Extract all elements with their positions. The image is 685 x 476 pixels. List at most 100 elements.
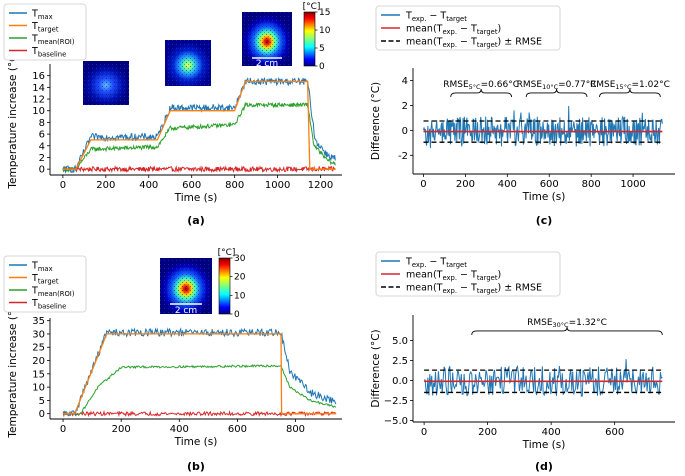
y-tick-label: 4 [39, 141, 45, 152]
colorbar-unit: [°C] [218, 248, 236, 258]
series-t-mean-roi- [63, 363, 337, 416]
y-tick-label: 2 [39, 153, 45, 164]
x-tick-label: 0 [60, 180, 66, 191]
y-axis-title: Temperature increase (°C) [7, 299, 19, 438]
series-difference [423, 105, 663, 149]
panel-b-thumbnails: 2 cm [160, 258, 212, 316]
legend-box [3, 255, 87, 313]
rmse-label: RMSE5°C=0.66°C [443, 80, 519, 91]
y-tick-label: 6 [39, 130, 45, 141]
rmse-label: RMSE15°C=1.02°C [590, 80, 670, 91]
panel-a-label: (a) [187, 214, 204, 227]
y-axis-title: Difference (°C) [370, 82, 382, 160]
x-tick-label: 600 [228, 424, 247, 435]
y-tick-label: 25 [32, 343, 45, 354]
x-tick-label: 1200 [308, 180, 333, 191]
colorbar-tick-label: 10 [234, 291, 246, 301]
rmse-bracket [525, 88, 588, 97]
rmse-bracket [599, 88, 661, 97]
series-difference [423, 359, 663, 397]
panel-a-colorbar: 0 5 10 15[°C] [303, 2, 331, 72]
x-axis-title: Time (s) [174, 192, 218, 204]
thumbnail-1-speckle [83, 61, 129, 105]
y-tick-label: 16 [32, 71, 45, 82]
colorbar-unit: [°C] [303, 2, 321, 12]
y-tick-label: 35 [32, 316, 45, 327]
panel-c-plot: 0 200 400 600 800 1000 -2 0 2 4 Time (s) Difference… [370, 68, 675, 203]
y-tick-label: 4 [402, 76, 408, 87]
x-tick-label: 600 [540, 179, 559, 190]
legend-box [375, 251, 561, 297]
y-tick-label: 10 [32, 383, 45, 394]
x-tick-label: 0 [421, 427, 427, 438]
x-tick-label: 400 [498, 179, 517, 190]
y-tick-label: −2.5 [384, 396, 408, 407]
thumbnail-2-speckle [165, 40, 211, 86]
y-tick-label: 8 [39, 118, 45, 129]
y-tick-label: -2 [398, 151, 408, 162]
x-tick-label: 200 [112, 424, 131, 435]
y-tick-label: 10 [32, 106, 45, 117]
series-t-baseline [62, 409, 337, 418]
panel-d-plot: 0 200 400 600 −5.0 −2.5 0.0 2.5 5.0 Time (s) Diffe… [370, 315, 675, 451]
x-axis-title: Time (s) [522, 439, 566, 451]
y-tick-label: 15 [32, 369, 45, 380]
series-t-baseline [62, 165, 336, 174]
colorbar-tick-label: 15 [319, 8, 330, 18]
thumbnail-3-speckle [242, 12, 292, 66]
y-axis-title: Difference (°C) [370, 329, 382, 407]
panel-c-label: (c) [536, 214, 553, 227]
x-tick-label: 200 [478, 427, 497, 438]
x-tick-label: 800 [582, 179, 601, 190]
y-tick-label: 2.5 [392, 356, 408, 367]
legend-label: Texp. − Ttarget [405, 11, 467, 24]
colorbar-gradient [303, 11, 316, 67]
legend-label: mean(Texp. − Ttarget) [406, 270, 501, 283]
x-tick-label: 600 [182, 180, 201, 191]
legend-label: Tmean(ROI) [31, 34, 75, 47]
x-tick-label: 1000 [265, 180, 290, 191]
y-tick-label: 5.0 [392, 336, 408, 347]
legend-label: Texp. − Ttarget [405, 257, 467, 270]
x-tick-label: 0 [60, 424, 66, 435]
rmse-bracket [450, 88, 512, 97]
scalebar-label: 2 cm [256, 59, 278, 69]
y-tick-label: 20 [32, 356, 45, 367]
panel-b-label: (b) [187, 460, 205, 473]
legend-label: mean(Texp. − Ttarget) [406, 24, 501, 37]
legend-label: mean(Texp. − Ttarget) ± RMSE [406, 283, 542, 296]
x-tick-label: 400 [139, 180, 158, 191]
colorbar-tick-label: 5 [319, 44, 325, 54]
legend-label: Tmax [31, 261, 53, 274]
series-t-mean-roi- [62, 101, 336, 173]
colorbar-tick-label: 30 [234, 254, 246, 264]
y-tick-label: 30 [32, 329, 45, 340]
rmse-label: RMSE10°C=0.77°C [517, 80, 597, 91]
series-t-max [62, 76, 336, 174]
panel-c: 0 200 400 600 800 1000 -2 0 2 4 Time (s) Difference… [370, 5, 675, 227]
x-tick-label: 1000 [620, 179, 645, 190]
panel-d: 0 200 400 600 −5.0 −2.5 0.0 2.5 5.0 Time (s) Diffe… [370, 251, 675, 473]
x-tick-label: 200 [456, 179, 475, 190]
x-tick-label: 800 [286, 424, 305, 435]
y-tick-label: 14 [32, 83, 45, 94]
x-tick-label: 200 [96, 180, 115, 191]
y-tick-label: 0.0 [392, 376, 408, 387]
y-tick-label: 2 [402, 101, 408, 112]
y-tick-label: 0 [39, 165, 45, 176]
y-axis-title: Temperature increase (°C) [7, 50, 19, 189]
x-axis-title: Time (s) [174, 436, 218, 448]
panel-b-colorbar: 0 10 20 30[°C] [218, 248, 246, 320]
x-axis-title: Time (s) [522, 191, 566, 203]
legend-box [3, 3, 87, 61]
series-t-target [62, 80, 336, 170]
scalebar-b-label: 2 cm [175, 306, 197, 316]
x-tick-label: 400 [542, 427, 561, 438]
x-tick-label: 800 [225, 180, 244, 191]
